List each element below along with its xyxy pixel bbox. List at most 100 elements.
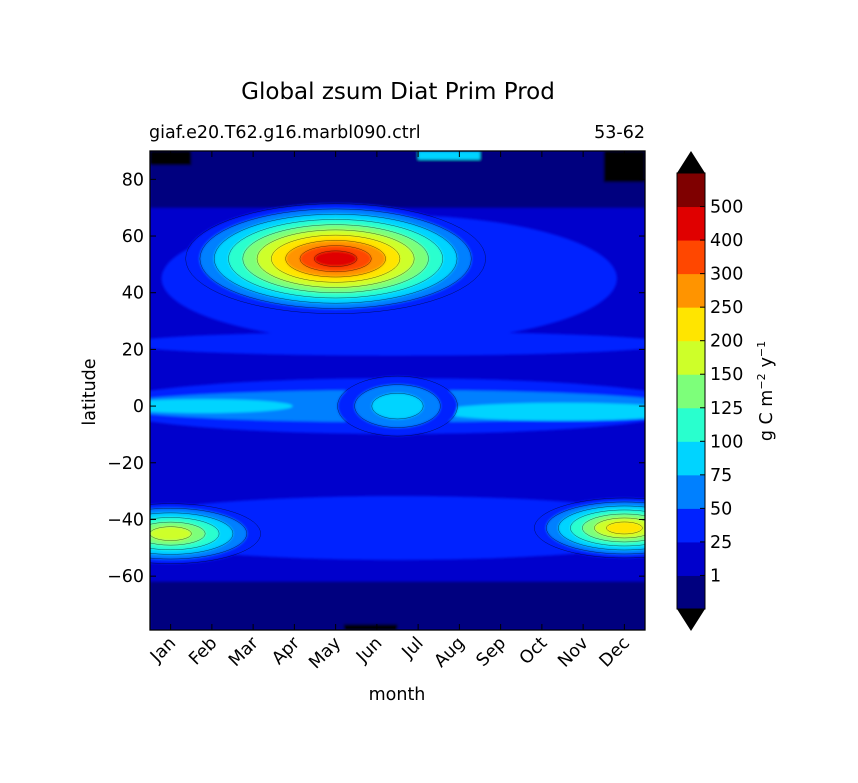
colorbar-label: g C m−2y−1 (755, 341, 777, 441)
colorbar-segment (677, 508, 705, 543)
contour-line (299, 245, 372, 273)
run-name: giaf.e20.T62.g16.marbl090.ctrl (149, 123, 421, 143)
contour-line (213, 213, 458, 304)
colorbar-segment (677, 474, 705, 509)
contour-region (418, 151, 480, 160)
contour-region (343, 624, 398, 630)
contour-line (199, 208, 472, 309)
contour-lines (150, 203, 645, 564)
contour-line (354, 384, 441, 428)
contour-band (150, 331, 645, 356)
contour-band (150, 581, 645, 630)
x-tick-label: Nov (554, 633, 592, 671)
colorbar-frame (676, 172, 706, 610)
contour-line (185, 203, 486, 314)
y-tick-label: −60 (107, 567, 144, 587)
contour-line (534, 497, 645, 559)
contour-band (438, 402, 645, 421)
x-axis-label: month (369, 685, 426, 705)
y-tick-label: 40 (122, 284, 144, 304)
year-range: 53-62 (594, 123, 645, 143)
x-tick-label: Mar (225, 633, 263, 671)
contour-level (606, 521, 643, 534)
x-tick-label: Jun (352, 633, 386, 667)
colorbar-tick-label: 50 (710, 499, 732, 519)
contour-line (371, 392, 424, 420)
y-axis: 80 60 40 20 0 −20 −40 −60 (107, 170, 645, 587)
colorbar-segment (677, 441, 705, 476)
contour-line (228, 219, 444, 299)
colorbar-tick-label: 1 (710, 566, 721, 586)
colorbar-tick-label: 200 (710, 332, 743, 352)
contour-level (150, 526, 192, 541)
y-tick-label: 80 (122, 170, 144, 190)
colorbar-extend-top (677, 151, 705, 173)
contour-region (150, 151, 192, 166)
colorbar-segment (677, 273, 705, 308)
y-tick-label: 0 (133, 397, 144, 417)
x-tick-label: Aug (431, 633, 469, 671)
colorbar-tick-label: 25 (710, 533, 732, 553)
chart-title: Global zsum Diat Prim Prod (241, 79, 555, 105)
y-tick-label: 60 (122, 227, 144, 247)
contour-field (150, 151, 645, 630)
contour-line (606, 521, 643, 535)
contour-line (242, 224, 429, 294)
contour-level (371, 393, 424, 419)
colorbar-segment (677, 407, 705, 442)
colorbar-tick-label: 125 (710, 399, 743, 419)
contour-line (150, 508, 248, 560)
contour-line (313, 250, 358, 267)
contour-line (570, 509, 645, 547)
contour-line (594, 517, 645, 539)
x-tick-label: Sep (473, 633, 510, 670)
x-tick-label: Dec (596, 633, 634, 671)
colorbar-segment (677, 240, 705, 275)
colorbar-tick-label: 100 (710, 432, 743, 452)
contour-line (337, 375, 458, 437)
colorbar-tick-label: 300 (710, 265, 743, 285)
colorbar-segment (677, 307, 705, 342)
colorbar-extend-bottom (677, 609, 705, 631)
colorbar-tick-label: 400 (710, 231, 743, 251)
colorbar-tick-label: 250 (710, 298, 743, 318)
contour-line (150, 521, 206, 546)
contour-layers (150, 151, 645, 630)
colorbar-segment (677, 173, 705, 208)
x-tick-label: Apr (268, 633, 304, 669)
colorbar-segment (677, 575, 705, 610)
contour-line (582, 513, 645, 543)
colorbar-tick-label: 75 (710, 466, 732, 486)
x-tick-label: Jul (398, 633, 428, 663)
contour-line (150, 503, 261, 564)
contour-line (150, 512, 234, 555)
x-tick-label: Feb (185, 633, 221, 669)
y-tick-label: −20 (107, 454, 144, 474)
y-tick-label: −40 (107, 510, 144, 530)
colorbar-segment (677, 374, 705, 409)
contour-line (150, 526, 192, 541)
colorbar-segment (677, 206, 705, 241)
contour-line (558, 505, 645, 551)
contour-line (271, 234, 401, 283)
contour-line (150, 517, 220, 551)
colorbar-tick-label: 500 (710, 198, 743, 218)
contour-line (256, 229, 415, 288)
contour-line (546, 501, 645, 555)
x-tick-label: Jan (146, 633, 180, 667)
contour-line (285, 240, 386, 278)
contour-band (150, 399, 293, 414)
contour-band (150, 151, 645, 208)
x-tick-label: Oct (516, 633, 552, 669)
x-tick-label: May (305, 633, 345, 673)
plot-frame (149, 150, 646, 631)
colorbar-segment (677, 541, 705, 576)
colorbar-tick-label: 150 (710, 365, 743, 385)
colorbar-segment (677, 340, 705, 375)
y-tick-label: 20 (122, 340, 144, 360)
y-axis-label: latitude (80, 358, 100, 425)
contour-level (314, 250, 358, 267)
contour-band (150, 495, 645, 560)
